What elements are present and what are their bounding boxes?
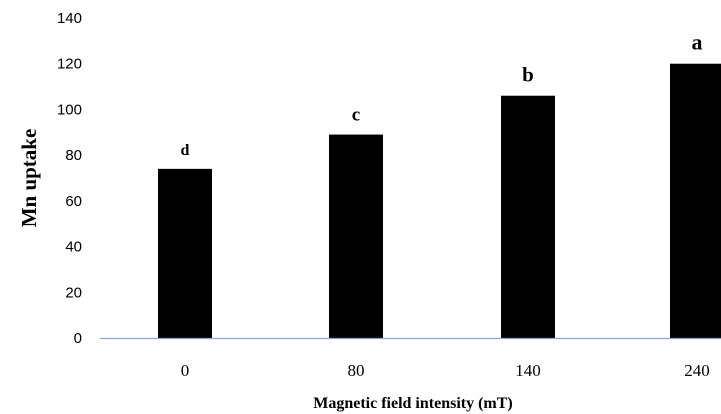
y-axis-ticks: 0 20 40 60 80 100 120 140 bbox=[57, 10, 82, 347]
x-tick-label: 240 bbox=[684, 361, 710, 380]
y-tick-label: 20 bbox=[65, 284, 82, 301]
x-tick-label: 80 bbox=[348, 361, 365, 380]
bar-significance-label: d bbox=[181, 142, 190, 159]
y-tick-label: 120 bbox=[57, 56, 82, 73]
bar-significance-label: a bbox=[692, 30, 703, 55]
y-tick-label: 140 bbox=[57, 10, 82, 27]
y-tick-label: 100 bbox=[57, 101, 82, 118]
y-tick-label: 60 bbox=[65, 193, 82, 210]
bar bbox=[670, 63, 721, 338]
bar bbox=[329, 134, 383, 338]
bar-significance-labels: d c b a bbox=[181, 30, 703, 159]
y-axis-title: Mn uptake bbox=[17, 129, 41, 228]
bar-significance-label: c bbox=[352, 105, 360, 126]
y-tick-label: 80 bbox=[65, 147, 82, 164]
y-tick-label: 0 bbox=[74, 330, 82, 347]
x-axis-tick-labels: 0 80 140 240 bbox=[181, 361, 710, 380]
x-tick-label: 0 bbox=[181, 361, 190, 380]
bar-significance-label: b bbox=[522, 63, 534, 87]
bars bbox=[158, 63, 721, 338]
x-tick-label: 140 bbox=[515, 361, 541, 380]
bar bbox=[158, 168, 212, 338]
x-axis-title: Magnetic field intensity (mT) bbox=[313, 395, 513, 412]
y-tick-label: 40 bbox=[65, 239, 82, 256]
bar bbox=[501, 95, 555, 338]
